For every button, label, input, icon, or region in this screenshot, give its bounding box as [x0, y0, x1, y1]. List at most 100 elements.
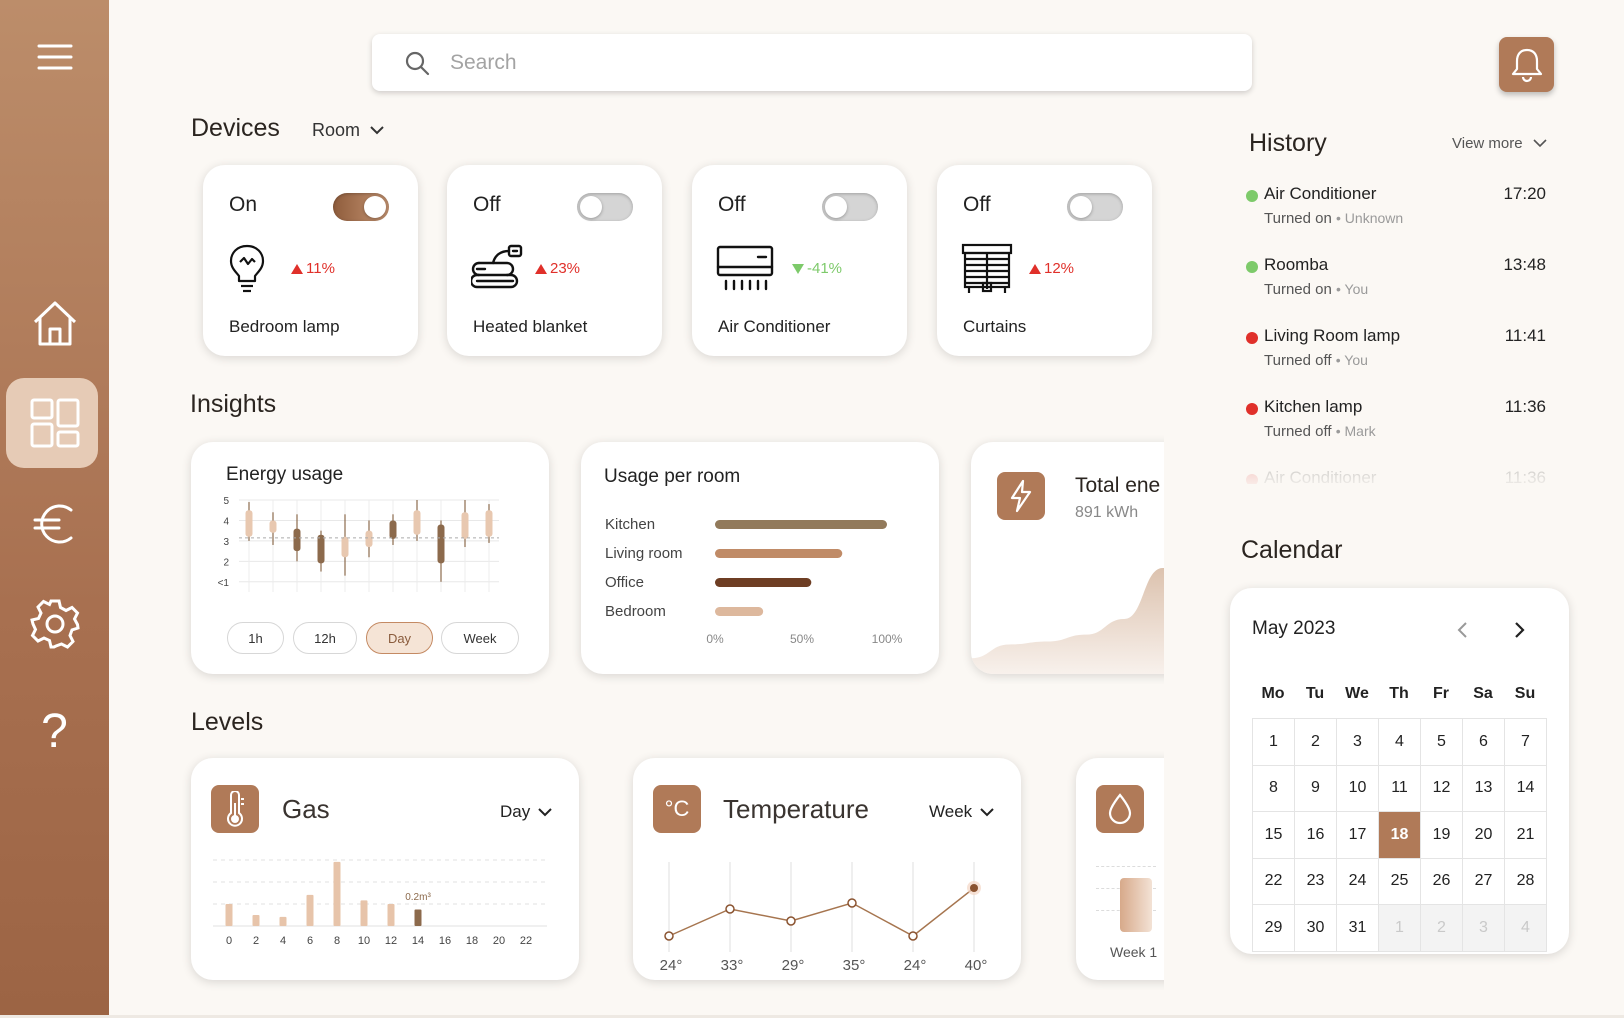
temperature-point [664, 931, 674, 941]
calendar-day[interactable]: 24 [1337, 858, 1379, 905]
calendar-day[interactable]: 3 [1337, 719, 1379, 766]
range-chip-day[interactable]: Day [366, 622, 433, 654]
gas-bar [333, 861, 341, 926]
candle-body [269, 520, 277, 533]
device-card[interactable]: Off 12% Curtains [937, 165, 1152, 356]
device-toggle[interactable] [1067, 193, 1123, 221]
sidebar-item-billing[interactable] [0, 498, 109, 550]
device-card[interactable]: Off 23% Heated blanket [447, 165, 662, 356]
calendar-day[interactable]: 20 [1463, 812, 1505, 859]
gas-chart: 0 2 4 6 8 10 12 14 16 18 20 22 0.2m³ [213, 859, 547, 947]
sidebar-item-help[interactable]: ? [0, 704, 109, 758]
x-tick-label: 35° [843, 957, 866, 974]
calendar-day[interactable]: 15 [1253, 812, 1295, 859]
sidebar-item-dashboard[interactable] [0, 397, 109, 449]
calendar-day[interactable]: 2 [1421, 905, 1463, 952]
energy-usage-title: Energy usage [226, 464, 344, 485]
weekday-label: Tu [1305, 685, 1325, 702]
x-tick-label: 40° [965, 957, 988, 974]
calendar-day[interactable]: 28 [1505, 858, 1547, 905]
calendar-day[interactable]: 8 [1253, 765, 1295, 812]
range-chip-week[interactable]: Week [441, 622, 519, 654]
calendar-day[interactable]: 4 [1505, 905, 1547, 952]
temperature-card: °C Temperature Week 24° 33° 29° 35° 24° 40° [633, 758, 1021, 980]
calendar-day[interactable]: 4 [1379, 719, 1421, 766]
energy-usage-card: Energy usage <1 2 3 4 5 1h 12h Day Week [191, 442, 549, 674]
gas-annotation: 0.2m³ [405, 892, 431, 903]
gas-range-dropdown[interactable]: Day [500, 802, 552, 822]
history-time: 11:41 [1504, 326, 1546, 345]
device-toggle[interactable] [822, 193, 878, 221]
y-tick-label: 4 [223, 516, 229, 527]
calendar-day[interactable]: 21 [1505, 812, 1547, 859]
calendar-day[interactable]: 7 [1505, 719, 1547, 766]
calendar-day[interactable]: 11 [1379, 765, 1421, 812]
calendar-day[interactable]: 17 [1337, 812, 1379, 859]
calendar-day[interactable]: 18 [1379, 812, 1421, 859]
device-card[interactable]: Off -41% Air Conditioner [692, 165, 907, 356]
sidebar-item-settings[interactable] [0, 598, 109, 650]
x-tick-label: 8 [334, 935, 340, 947]
calendar-day[interactable]: 25 [1379, 858, 1421, 905]
lightning-icon [997, 472, 1045, 520]
calendar-day[interactable]: 16 [1295, 812, 1337, 859]
room-filter-dropdown[interactable]: Room [312, 120, 384, 141]
candle-body [293, 528, 301, 552]
calendar-day[interactable]: 1 [1253, 719, 1295, 766]
device-toggle[interactable] [333, 193, 389, 221]
history-device: Living Room lamp [1264, 326, 1401, 345]
gridline [1096, 866, 1156, 867]
chevron-right-icon[interactable] [1514, 621, 1526, 639]
dashboard-icon [30, 398, 79, 448]
range-chip-12h[interactable]: 12h [293, 622, 357, 654]
history-item[interactable]: Living Room lamp 11:41 Turned off • You [1246, 326, 1546, 386]
calendar-day[interactable]: 29 [1253, 905, 1295, 952]
calendar-month: May 2023 [1252, 618, 1336, 639]
calendar-day[interactable]: 19 [1421, 812, 1463, 859]
notifications-button[interactable] [1499, 37, 1554, 92]
temperature-range-dropdown[interactable]: Week [929, 802, 994, 822]
calendar-day[interactable]: 14 [1505, 765, 1547, 812]
calendar-day[interactable]: 3 [1463, 905, 1505, 952]
device-card[interactable]: On 11% Bedroom lamp [203, 165, 418, 356]
calendar-day[interactable]: 1 [1379, 905, 1421, 952]
sidebar-item-home[interactable] [0, 297, 109, 349]
calendar-day[interactable]: 10 [1337, 765, 1379, 812]
y-tick-label: 3 [223, 537, 229, 548]
candle-body [317, 534, 325, 564]
calendar-day[interactable]: 9 [1295, 765, 1337, 812]
history-item[interactable]: Roomba 13:48 Turned on • You [1246, 255, 1546, 315]
calendar-day[interactable]: 31 [1337, 905, 1379, 952]
device-toggle[interactable] [577, 193, 633, 221]
calendar-day[interactable]: 27 [1463, 858, 1505, 905]
status-dot [1246, 261, 1258, 273]
calendar-day[interactable]: 12 [1421, 765, 1463, 812]
calendar-day[interactable]: 2 [1295, 719, 1337, 766]
menu-button[interactable] [0, 40, 109, 74]
x-tick-label: 6 [307, 935, 313, 947]
view-more-button[interactable]: View more [1452, 135, 1547, 152]
range-chip-1h[interactable]: 1h [227, 622, 284, 654]
gas-bar [387, 904, 395, 926]
x-tick-label: 2 [253, 935, 259, 947]
search-input[interactable] [450, 44, 1210, 81]
gear-icon [29, 599, 80, 649]
calendar-day[interactable]: 23 [1295, 858, 1337, 905]
calendar-day[interactable]: 30 [1295, 905, 1337, 952]
candle-body [437, 524, 445, 564]
history-item[interactable]: Air Conditioner 17:20 Turned on • Unknow… [1246, 184, 1546, 244]
history-time: 13:48 [1503, 255, 1546, 274]
calendar-day[interactable]: 6 [1463, 719, 1505, 766]
calendar-day[interactable]: 13 [1463, 765, 1505, 812]
weekday-label: Su [1514, 685, 1536, 702]
temperature-title: Temperature [723, 794, 869, 824]
calendar-day[interactable]: 5 [1421, 719, 1463, 766]
room-label: Bedroom [605, 603, 666, 620]
calendar-day[interactable]: 22 [1253, 858, 1295, 905]
chevron-left-icon[interactable] [1456, 621, 1468, 639]
history-action: Turned off • You [1264, 352, 1368, 369]
total-energy-chart [971, 568, 1164, 674]
sidebar: ? [0, 0, 109, 1015]
calendar-day[interactable]: 26 [1421, 858, 1463, 905]
total-energy-value: 891 kWh [1075, 504, 1139, 521]
